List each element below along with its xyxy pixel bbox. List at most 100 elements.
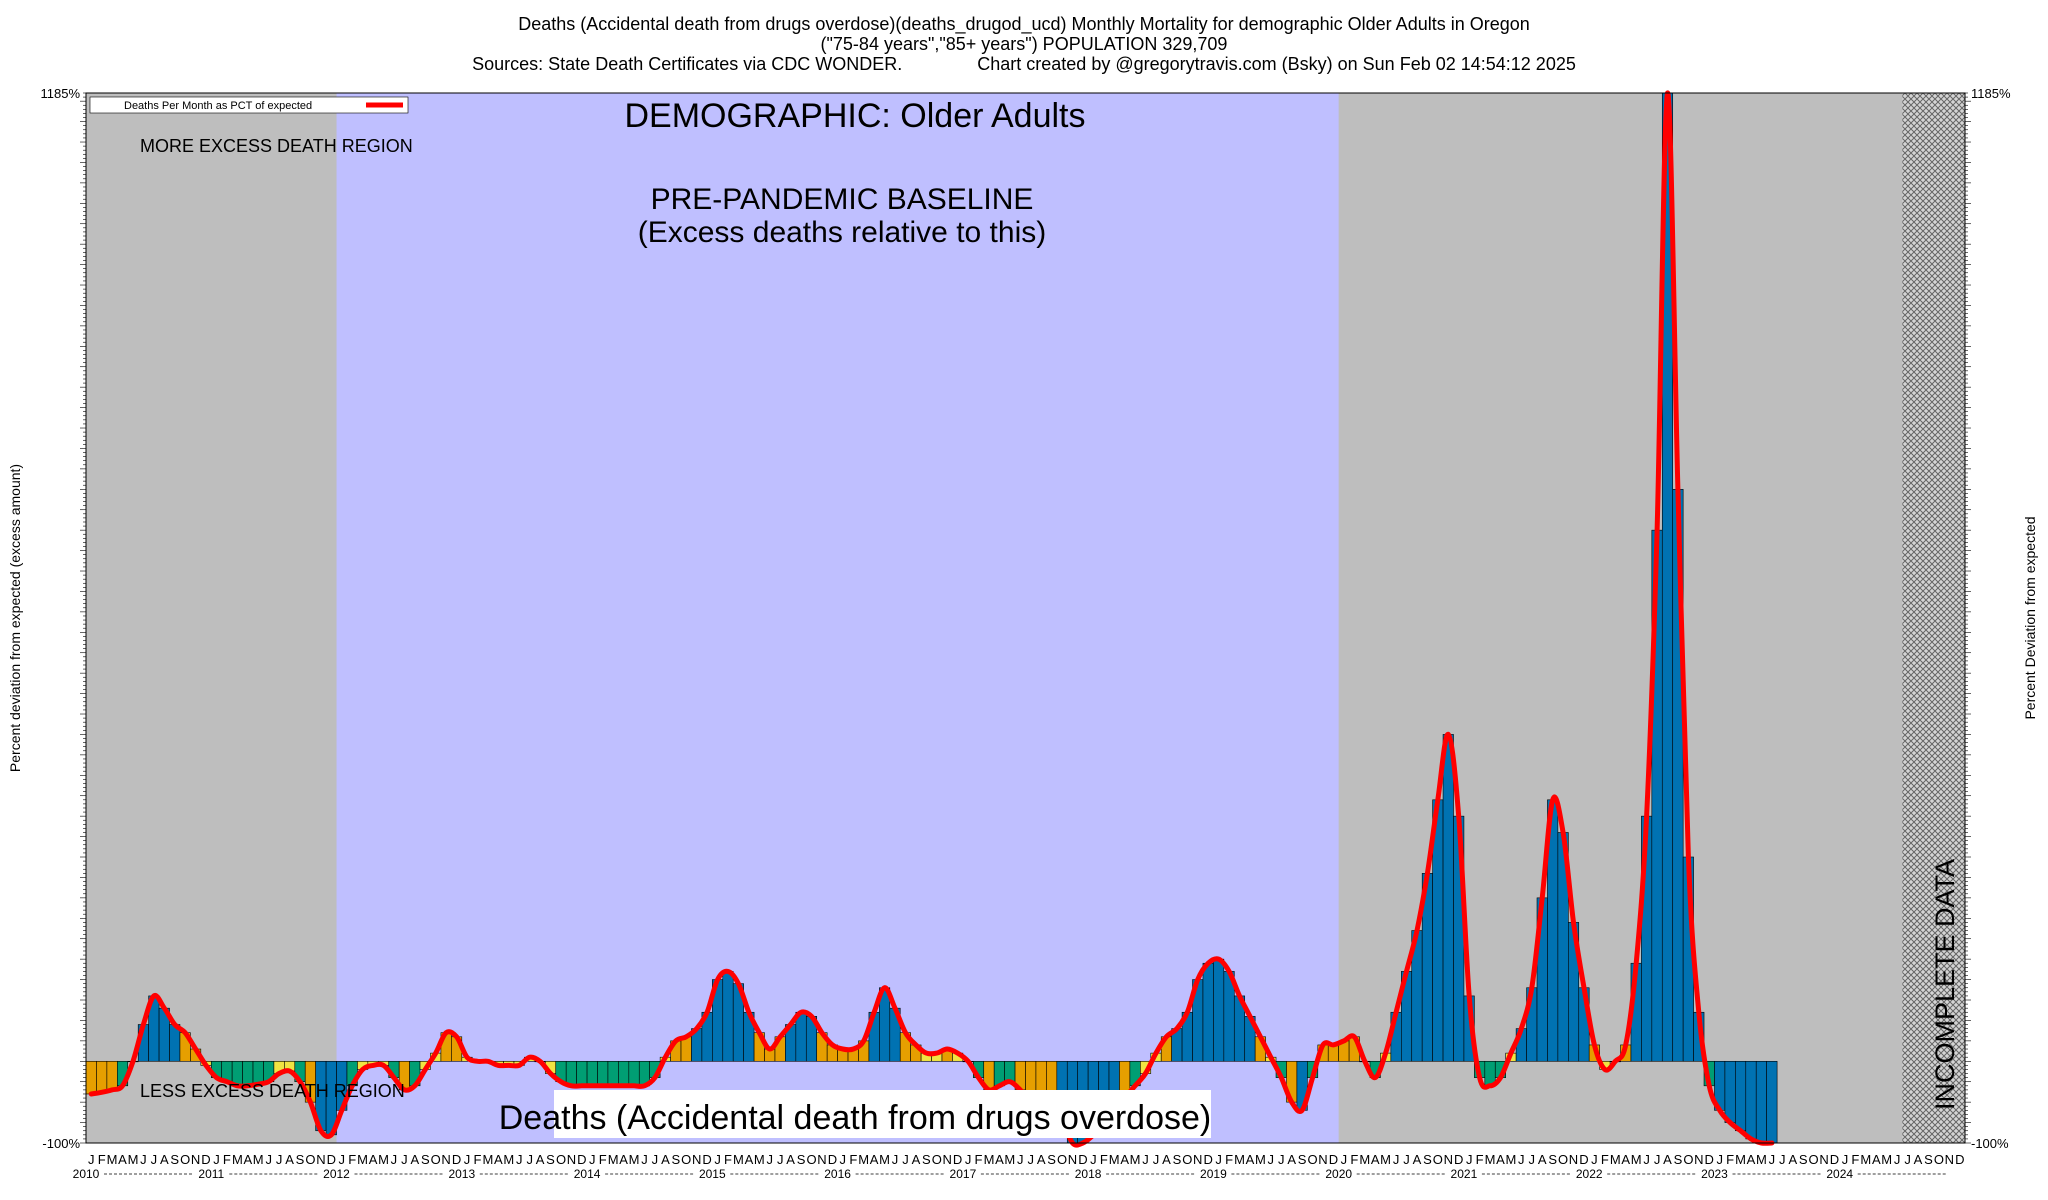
x-month-label: O (1182, 1152, 1192, 1167)
x-month-label: N (316, 1152, 325, 1167)
x-month-label: N (567, 1152, 576, 1167)
x-month-label: A (118, 1152, 127, 1167)
x-month-label: A (1413, 1152, 1422, 1167)
x-month-label: A (745, 1152, 754, 1167)
x-month-label: S (1047, 1152, 1056, 1167)
x-month-label: O (556, 1152, 566, 1167)
x-month-label: A (1914, 1152, 1923, 1167)
x-month-label: O (1683, 1152, 1693, 1167)
x-month-label: J (339, 1152, 346, 1167)
chart-title: DEMOGRAPHIC: Older Adults (624, 97, 1085, 135)
x-month-label: M (1234, 1152, 1245, 1167)
x-month-label: A (1246, 1152, 1255, 1167)
x-month-label: A (1663, 1152, 1672, 1167)
x-month-label: N (441, 1152, 450, 1167)
x-month-label: M (1485, 1152, 1496, 1167)
x-month-label: J (265, 1152, 272, 1167)
data-bar (85, 1060, 97, 1095)
x-month-label: N (191, 1152, 200, 1167)
x-month-label: J (213, 1152, 220, 1167)
x-month-label: J (1466, 1152, 1473, 1167)
x-month-label: N (1819, 1152, 1828, 1167)
legend-box (89, 96, 409, 114)
x-month-label: F (1350, 1152, 1358, 1167)
x-month-label: J (276, 1152, 283, 1167)
bottom-chart-label: Deaths (Accidental death from drugs over… (499, 1099, 1211, 1137)
x-month-label: J (714, 1152, 721, 1167)
data-bar (576, 1060, 588, 1087)
data-bar (618, 1060, 630, 1087)
x-month-label: M (858, 1152, 869, 1167)
x-month-label: N (817, 1152, 826, 1167)
data-bar (628, 1060, 640, 1087)
x-year-label: 2011 (198, 1167, 224, 1181)
x-month-label: M (754, 1152, 765, 1167)
x-month-label: S (1674, 1152, 1683, 1167)
data-bar (565, 1060, 577, 1087)
more-excess-label: MORE EXCESS DEATH REGION (140, 136, 413, 156)
x-month-label: S (1298, 1152, 1307, 1167)
x-year-label: 2024 (1826, 1167, 1853, 1181)
chart-header-line-2: ("75-84 years","85+ years") POPULATION 3… (820, 34, 1228, 54)
x-month-label: M (1860, 1152, 1871, 1167)
y-axes: 1185% 1185% -100% -100% (40, 86, 2010, 1151)
excess-deviation-line (88, 90, 1775, 1148)
x-month-label: O (431, 1152, 441, 1167)
data-bar (1004, 1060, 1016, 1083)
x-month-label: A (619, 1152, 628, 1167)
x-month-label: J (1090, 1152, 1097, 1167)
x-month-label: J (151, 1152, 158, 1167)
x-month-label: M (1735, 1152, 1746, 1167)
x-month-label: M (378, 1152, 389, 1167)
x-month-label: J (1393, 1152, 1400, 1167)
x-month-label: A (1037, 1152, 1046, 1167)
x-month-label: J (1894, 1152, 1901, 1167)
x-month-label: J (1278, 1152, 1285, 1167)
x-month-label: S (922, 1152, 931, 1167)
x-month-label: S (1924, 1152, 1933, 1167)
x-month-label: M (1109, 1152, 1120, 1167)
x-year-label: 2016 (824, 1167, 851, 1181)
x-month-label: F (1225, 1152, 1233, 1167)
x-month-label: A (1621, 1152, 1630, 1167)
bottom-label-box (554, 1090, 1211, 1138)
y-tick-label-left: -100% (42, 1136, 80, 1151)
data-bar (106, 1060, 118, 1091)
x-month-label: J (1153, 1152, 1160, 1167)
x-month-label: M (1004, 1152, 1015, 1167)
x-month-label: F (1601, 1152, 1609, 1167)
x-month-label: A (995, 1152, 1004, 1167)
x-month-label: D (327, 1152, 336, 1167)
x-month-label: D (1454, 1152, 1463, 1167)
chart-header-line-3: Sources: State Death Certificates via CD… (472, 54, 1576, 74)
y-tick-label-right: -100% (1971, 1136, 2009, 1151)
x-year-label: 2019 (1200, 1167, 1227, 1181)
x-month-label: J (777, 1152, 784, 1167)
x-month-label: S (296, 1152, 305, 1167)
x-month-label: M (1505, 1152, 1516, 1167)
x-month-label: S (170, 1152, 179, 1167)
x-month-label: A (1162, 1152, 1171, 1167)
x-month-label: O (1433, 1152, 1443, 1167)
x-month-label: A (494, 1152, 503, 1167)
x-month-label: A (243, 1152, 252, 1167)
x-year-label: 2010 (73, 1167, 100, 1181)
x-month-label: A (410, 1152, 419, 1167)
x-month-label: S (671, 1152, 680, 1167)
x-month-label: F (599, 1152, 607, 1167)
x-month-label: F (474, 1152, 482, 1167)
x-year-label: 2023 (1701, 1167, 1728, 1181)
x-month-label: J (1027, 1152, 1034, 1167)
x-month-label: F (348, 1152, 356, 1167)
x-month-label: J (1215, 1152, 1222, 1167)
x-month-label: N (1193, 1152, 1202, 1167)
x-month-label: M (879, 1152, 890, 1167)
x-month-label: J (1529, 1152, 1536, 1167)
x-month-label: M (1380, 1152, 1391, 1167)
x-month-label: F (1100, 1152, 1108, 1167)
incomplete-data-label: INCOMPLETE DATA (1930, 859, 1960, 1110)
data-bar (586, 1060, 598, 1087)
baseline-region (336, 93, 1339, 1143)
x-month-label: N (1444, 1152, 1453, 1167)
